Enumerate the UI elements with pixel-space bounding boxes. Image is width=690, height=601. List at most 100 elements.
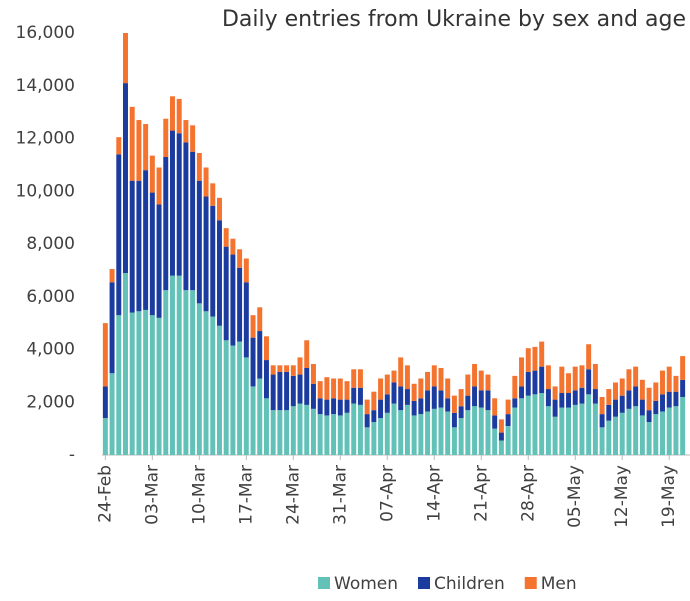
bar-segment bbox=[552, 416, 558, 455]
bar-segment bbox=[411, 400, 417, 416]
bar-segment bbox=[310, 364, 316, 384]
bar-segment bbox=[257, 331, 263, 379]
bar-segment bbox=[599, 396, 605, 415]
bar-segment bbox=[364, 399, 370, 415]
bar-segment bbox=[418, 398, 424, 415]
bar-segment bbox=[559, 366, 565, 394]
legend-label: Children bbox=[434, 574, 505, 594]
bar-segment bbox=[243, 258, 249, 283]
bar-segment bbox=[344, 399, 350, 413]
bar-segment bbox=[223, 340, 229, 455]
bar-segment bbox=[277, 365, 283, 372]
bar-segment bbox=[257, 307, 263, 332]
bar-segment bbox=[626, 408, 632, 455]
bar-segment bbox=[149, 192, 155, 316]
bar-segment bbox=[545, 365, 551, 390]
bar-segment bbox=[680, 396, 686, 455]
bar-segment bbox=[512, 398, 518, 408]
bar-segment bbox=[102, 386, 108, 419]
bar-segment bbox=[458, 389, 464, 407]
bar-segment bbox=[498, 440, 504, 455]
bar-segment bbox=[673, 391, 679, 407]
bar-segment bbox=[525, 371, 531, 396]
bar-segment bbox=[545, 406, 551, 455]
bar-segment bbox=[519, 386, 525, 399]
bar-segment bbox=[660, 394, 665, 412]
bar-segment bbox=[680, 356, 686, 380]
bar-segment bbox=[250, 315, 256, 338]
bar-segment bbox=[378, 418, 384, 455]
bar-segment bbox=[619, 378, 625, 396]
y-tick-label: 14,000 bbox=[16, 76, 75, 96]
bar-segment bbox=[391, 403, 397, 455]
x-tick-label: 03-Mar bbox=[142, 465, 162, 525]
bar-segment bbox=[619, 412, 625, 455]
x-tick-label: 19-May bbox=[659, 465, 679, 528]
bar-segment bbox=[216, 197, 222, 221]
bar-segment bbox=[324, 377, 330, 400]
bar-segment bbox=[143, 170, 149, 310]
bar-segment bbox=[384, 412, 390, 455]
bar-segment bbox=[203, 196, 209, 312]
bar-segment bbox=[324, 415, 330, 455]
bar-segment bbox=[270, 374, 276, 411]
bar-segment bbox=[331, 378, 337, 399]
bar-segment bbox=[371, 422, 377, 455]
bar-segment bbox=[626, 369, 632, 391]
bar-segment bbox=[123, 33, 128, 84]
bar-segment bbox=[384, 394, 390, 413]
bar-segment bbox=[304, 367, 310, 405]
bar-segment bbox=[109, 282, 115, 374]
bar-segment bbox=[297, 357, 303, 375]
bar-segment bbox=[613, 416, 619, 455]
bar-segment bbox=[646, 387, 652, 411]
bar-segment bbox=[337, 399, 343, 416]
bar-segment bbox=[317, 381, 323, 399]
bar-segment bbox=[599, 414, 605, 428]
bar-segment bbox=[136, 120, 142, 181]
legend-swatch bbox=[318, 577, 330, 589]
bar-segment bbox=[290, 406, 296, 455]
bar-segment bbox=[344, 412, 350, 455]
bar-segment bbox=[478, 407, 484, 455]
bar-segment bbox=[666, 391, 672, 408]
bar-segment bbox=[451, 395, 457, 413]
bar-segment bbox=[156, 167, 162, 205]
bar-segment bbox=[169, 275, 175, 455]
bar-segment bbox=[552, 399, 558, 417]
bar-segment bbox=[183, 142, 189, 291]
bar-segment bbox=[263, 336, 269, 361]
bar-segment bbox=[485, 374, 491, 391]
bar-segment bbox=[458, 418, 464, 455]
bar-segment bbox=[633, 406, 639, 455]
bar-segment bbox=[116, 154, 122, 316]
bar-segment bbox=[613, 382, 619, 400]
bar-segment bbox=[163, 118, 169, 157]
bar-segment bbox=[492, 398, 498, 416]
bar-segment bbox=[572, 390, 578, 405]
bar-segment bbox=[391, 370, 397, 383]
x-tick-label: 12-May bbox=[612, 465, 632, 528]
bar-segment bbox=[223, 228, 229, 247]
bar-segment bbox=[653, 382, 659, 401]
x-tick-label: 24-Mar bbox=[283, 465, 303, 525]
bar-segment bbox=[539, 366, 545, 394]
bar-segment bbox=[136, 311, 142, 455]
bar-segment bbox=[284, 410, 290, 455]
bar-segment bbox=[505, 399, 511, 415]
bar-segment bbox=[331, 414, 337, 455]
bar-segment bbox=[371, 391, 377, 411]
bar-segment bbox=[653, 414, 659, 455]
bar-segment bbox=[498, 432, 504, 441]
bar-segment bbox=[519, 398, 525, 455]
bar-segment bbox=[230, 238, 236, 255]
bar-segment bbox=[116, 137, 122, 155]
bar-segment bbox=[331, 398, 337, 415]
bar-segment bbox=[317, 398, 323, 415]
bar-segment bbox=[210, 183, 216, 206]
bar-segment bbox=[485, 390, 491, 411]
bar-segment bbox=[284, 371, 290, 411]
chart-title: Daily entries from Ukraine by sex and ag… bbox=[222, 7, 686, 32]
bar-segment bbox=[364, 427, 370, 455]
bar-segment bbox=[109, 269, 115, 283]
